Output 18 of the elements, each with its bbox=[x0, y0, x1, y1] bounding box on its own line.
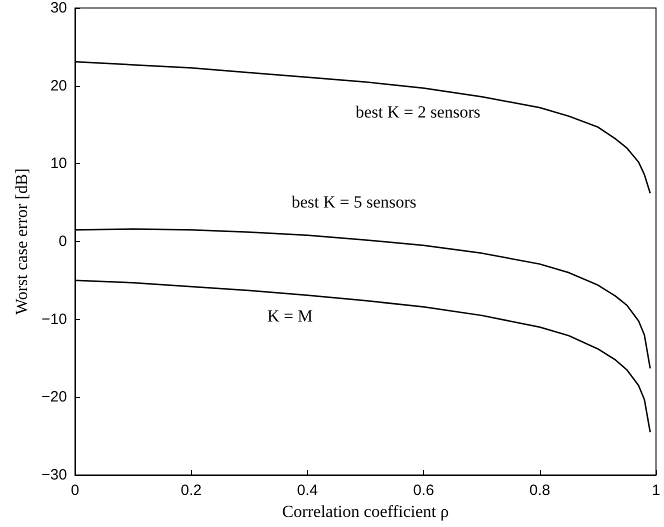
y-axis-title: Worst case error [dB] bbox=[12, 168, 31, 315]
x-tick-label: 0.8 bbox=[529, 482, 550, 499]
x-tick-label: 0.4 bbox=[296, 482, 318, 499]
y-tick-label: 30 bbox=[50, 0, 67, 16]
annotation: best K = 5 sensors bbox=[292, 192, 416, 212]
y-tick-label: 20 bbox=[50, 77, 67, 94]
y-tick-label: 10 bbox=[50, 155, 67, 172]
y-tick-label: −30 bbox=[42, 466, 67, 484]
x-tick-label: 0.2 bbox=[180, 482, 202, 499]
annotation: best K = 2 sensors bbox=[356, 102, 480, 122]
x-tick-label: 0.6 bbox=[413, 482, 434, 499]
x-tick-label: 1 bbox=[652, 482, 660, 499]
x-axis-title: Correlation coefficient ρ bbox=[282, 502, 449, 521]
x-tick-label: 0 bbox=[70, 482, 80, 499]
y-tick-label: −10 bbox=[42, 310, 67, 328]
y-tick-label: 0 bbox=[58, 233, 67, 250]
annotation: K = M bbox=[267, 306, 313, 326]
y-tick-label: −20 bbox=[42, 388, 67, 406]
